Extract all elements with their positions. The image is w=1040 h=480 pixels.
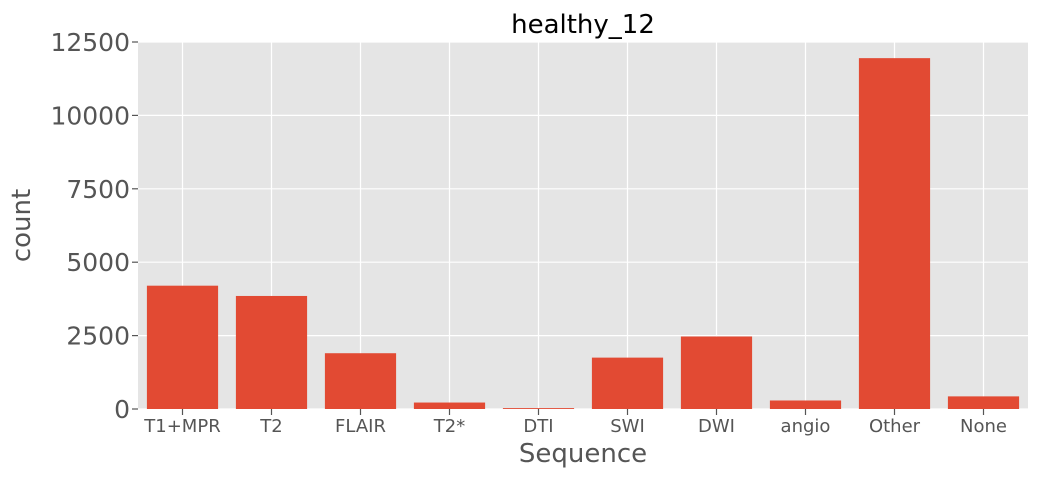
- y-tick-label: 2500: [66, 322, 130, 351]
- x-tick-label: angio: [781, 416, 831, 437]
- x-tick-label: Other: [869, 416, 921, 437]
- y-tick-label: 10000: [50, 101, 130, 130]
- x-axis-label: Sequence: [519, 439, 647, 469]
- x-tick-label: T1+MPR: [143, 416, 220, 437]
- y-tick-label: 7500: [66, 175, 130, 204]
- bar: [858, 58, 931, 409]
- x-tick-label: T2*: [433, 416, 465, 437]
- x-axis: T1+MPR T2 FLAIR T2* DTI SWI DWI angio Other None: [143, 409, 1007, 437]
- x-tick-label: FLAIR: [335, 416, 386, 437]
- bar: [947, 396, 1020, 409]
- bar: [591, 357, 664, 409]
- y-tick-label: 5000: [66, 248, 130, 277]
- x-tick-label: T2: [259, 416, 282, 437]
- y-tick-label: 12500: [50, 28, 130, 57]
- bar: [502, 408, 575, 409]
- y-axis-label: count: [7, 189, 37, 262]
- x-tick-label: None: [960, 416, 1007, 437]
- x-tick-label: SWI: [610, 416, 645, 437]
- y-axis: 0 2500 5000 7500 10000 12500: [50, 28, 138, 424]
- bar: [769, 400, 842, 409]
- y-tick-label: 0: [114, 395, 130, 424]
- bar: [413, 402, 486, 409]
- bar: [146, 285, 219, 409]
- x-tick-label: DTI: [523, 416, 553, 437]
- bar: [680, 336, 753, 409]
- bar: [235, 295, 308, 409]
- x-tick-label: DWI: [698, 416, 735, 437]
- bars: [146, 58, 1020, 409]
- bar: [324, 353, 397, 409]
- chart-title: healthy_12: [511, 10, 655, 40]
